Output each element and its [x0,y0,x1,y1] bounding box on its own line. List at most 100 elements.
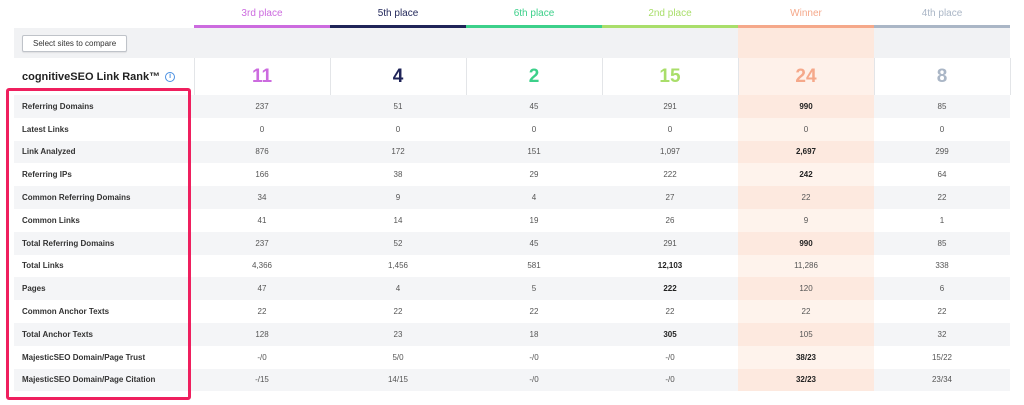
column-divider [874,58,875,95]
metric-value: 85 [937,101,947,111]
metric-value: 237 [255,101,269,111]
metric-value: 338 [935,261,949,271]
site-slot-5[interactable] [874,28,1010,58]
metric-value: 299 [935,147,949,157]
table-row: Latest Links 0 0 0 0 0 0 [14,117,1010,141]
site-slot-1[interactable] [330,28,466,58]
place-label-4: Winner [738,0,874,28]
metric-value: 291 [663,238,677,248]
link-rank-row: cognitiveSEO Link Rank™ i 11 4 2 15 24 8 [14,58,1010,95]
metric-value: 4,366 [251,261,273,271]
table-row: Total Anchor Texts 128 23 18 305 105 32 [14,322,1010,346]
link-rank-label: cognitiveSEO Link Rank™ [22,70,161,83]
metric-value: 64 [937,170,947,180]
metric-label: Latest Links [22,124,69,134]
comparison-table: 3rd place 5th place 6th place 2nd place Winn… [14,0,1011,392]
site-slot-0[interactable] [194,28,330,58]
column-divider [194,58,195,95]
metric-value: 222 [663,284,677,294]
metric-value: 166 [255,170,269,180]
metric-value: 6 [939,284,945,294]
metric-value: 9 [738,208,874,232]
metric-label: Common Anchor Texts [22,307,110,317]
table-row: MajesticSEO Domain/Page Trust -/0 5/0 -/0 -/… [14,345,1010,369]
metric-value: 27 [665,193,675,203]
link-rank-value-4: 24 [738,58,874,95]
metric-value: 11,286 [738,254,874,278]
info-icon[interactable]: i [165,71,176,82]
metric-value: -/0 [665,375,675,385]
metric-value: 0 [395,124,401,134]
link-rank-value-2: 2 [528,66,540,87]
metric-value: 2,697 [738,140,874,164]
metric-value: 22 [937,193,947,203]
metric-value: 32 [937,329,947,339]
column-divider [602,58,603,95]
metric-value: 1,456 [387,261,409,271]
link-rank-value-3: 15 [659,66,681,87]
metric-value: 990 [738,95,874,118]
metric-value: -/0 [665,352,675,362]
metric-value: 14/15 [387,375,409,385]
metric-value: 242 [738,163,874,187]
metric-value: 22 [665,307,675,317]
place-label-5: 4th place [874,0,1010,28]
select-sites-button[interactable]: Select sites to compare [22,34,128,52]
metric-value: 18 [529,329,539,339]
metric-value: 22 [738,186,874,209]
metric-value: 22 [529,307,539,317]
metric-value: 19 [529,215,539,225]
link-rank-value-0: 11 [251,66,273,87]
metric-value: -/0 [529,375,539,385]
site-slot-4[interactable] [738,28,874,58]
metric-value: 1,097 [659,147,681,157]
metric-label: Pages [22,284,46,294]
metric-label: Common Links [22,215,80,225]
metric-value: 23 [393,329,403,339]
metric-value: 4 [531,193,537,203]
metrics-body: Referring Domains 237 51 45 291 990 85 Latest L… [14,95,1010,392]
table-row: MajesticSEO Domain/Page Citation -/15 14/1… [14,368,1010,392]
site-slot-2[interactable] [466,28,602,58]
metric-value: 0 [939,124,945,134]
link-rank-value-5: 8 [936,66,948,87]
table-row: Link Analyzed 876 172 151 1,097 2,697 299 [14,140,1010,164]
metric-value: -/0 [257,352,267,362]
metric-value: 237 [255,238,269,248]
metric-value: 45 [529,238,539,248]
metric-label: Referring Domains [22,101,94,111]
metric-label: Referring IPs [22,170,72,180]
column-divider [330,58,331,95]
column-divider [1010,58,1011,95]
metric-value: 22 [738,300,874,323]
metric-value: 581 [527,261,541,271]
table-row: Common Anchor Texts 22 22 22 22 22 22 [14,300,1010,323]
table-row: Common Referring Domains 34 9 4 27 22 22 [14,186,1010,209]
table-row: Referring IPs 166 38 29 222 242 64 [14,163,1010,187]
table-row: Total Links 4,366 1,456 581 12,103 11,286 338 [14,254,1010,278]
table-row: Total Referring Domains 237 52 45 291 990 85 [14,231,1010,255]
metric-value: 151 [527,147,541,157]
place-label-0: 3rd place [194,0,330,28]
metric-label: MajesticSEO Domain/Page Trust [22,352,146,362]
site-slot-3[interactable] [602,28,738,58]
link-rank-value-1: 4 [392,66,404,87]
site-select-row: Select sites to compare [14,28,1010,58]
metric-value: 15/22 [931,352,953,362]
select-cell: Select sites to compare [14,28,194,58]
metric-value: 0 [667,124,673,134]
metric-value: 34 [257,193,267,203]
metric-value: -/15 [255,375,269,385]
metric-label: Total Links [22,261,64,271]
metric-value: 1 [939,215,945,225]
place-label-1: 5th place [330,0,466,28]
metric-value: 32/23 [738,368,874,392]
place-label-3: 2nd place [602,0,738,28]
metric-label: Total Referring Domains [22,238,115,248]
metric-value: 291 [663,101,677,111]
column-divider [738,58,739,95]
placement-header-row: 3rd place 5th place 6th place 2nd place Winn… [14,0,1010,28]
metric-value: 0 [259,124,265,134]
metric-value: 222 [663,170,677,180]
metric-value: 990 [738,231,874,255]
